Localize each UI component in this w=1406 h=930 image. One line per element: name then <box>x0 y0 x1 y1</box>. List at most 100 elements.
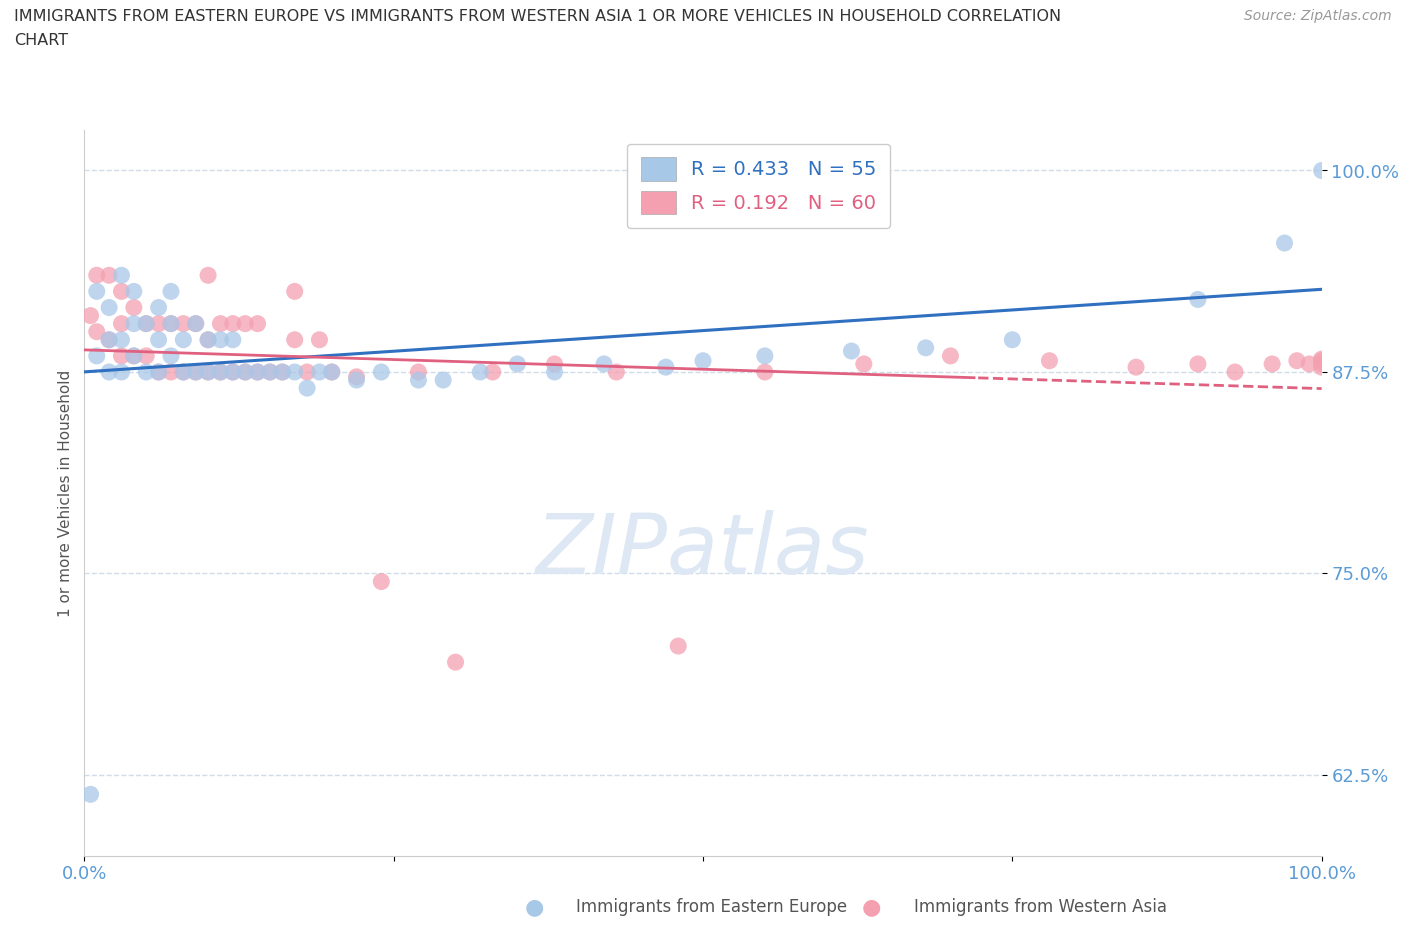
Point <box>259 365 281 379</box>
Point <box>122 284 145 299</box>
Point <box>543 365 565 379</box>
Point <box>259 365 281 379</box>
Text: ●: ● <box>524 897 544 917</box>
Text: Immigrants from Eastern Europe: Immigrants from Eastern Europe <box>576 897 848 916</box>
Point <box>148 365 170 379</box>
Point <box>110 268 132 283</box>
Point <box>1310 360 1333 375</box>
Point <box>209 316 232 331</box>
Point <box>110 316 132 331</box>
Point <box>184 365 207 379</box>
Point <box>197 268 219 283</box>
Point <box>1310 163 1333 178</box>
Point <box>110 332 132 347</box>
Point <box>1187 356 1209 371</box>
Point <box>295 365 318 379</box>
Point <box>197 365 219 379</box>
Point <box>233 365 256 379</box>
Point <box>184 316 207 331</box>
Point <box>86 349 108 364</box>
Point <box>246 316 269 331</box>
Point <box>86 325 108 339</box>
Point <box>222 365 245 379</box>
Point <box>86 268 108 283</box>
Point <box>284 332 307 347</box>
Point <box>754 349 776 364</box>
Point <box>308 365 330 379</box>
Point <box>1001 332 1024 347</box>
Point <box>1038 353 1060 368</box>
Point <box>79 308 101 323</box>
Point <box>841 343 863 358</box>
Point <box>172 316 194 331</box>
Point <box>135 316 157 331</box>
Point <box>432 373 454 388</box>
Point <box>543 356 565 371</box>
Y-axis label: 1 or more Vehicles in Household: 1 or more Vehicles in Household <box>58 369 73 617</box>
Point <box>1274 235 1296 250</box>
Point <box>284 284 307 299</box>
Point <box>160 316 183 331</box>
Point <box>246 365 269 379</box>
Point <box>98 332 121 347</box>
Point <box>593 356 616 371</box>
Point <box>98 332 121 347</box>
Text: Source: ZipAtlas.com: Source: ZipAtlas.com <box>1244 9 1392 23</box>
Point <box>506 356 529 371</box>
Point <box>184 316 207 331</box>
Point <box>271 365 294 379</box>
Point <box>148 365 170 379</box>
Point <box>122 349 145 364</box>
Point <box>1285 353 1308 368</box>
Point <box>122 349 145 364</box>
Point <box>754 365 776 379</box>
Point <box>1298 356 1320 371</box>
Point <box>346 373 368 388</box>
Point <box>160 349 183 364</box>
Point <box>295 380 318 395</box>
Point <box>271 365 294 379</box>
Point <box>222 316 245 331</box>
Point <box>1223 365 1246 379</box>
Point <box>470 365 492 379</box>
Point <box>605 365 627 379</box>
Point <box>98 300 121 315</box>
Point <box>1310 353 1333 368</box>
Point <box>1310 356 1333 371</box>
Point <box>86 284 108 299</box>
Point <box>1187 292 1209 307</box>
Point <box>246 365 269 379</box>
Point <box>233 365 256 379</box>
Point <box>110 284 132 299</box>
Text: ZIPatlas: ZIPatlas <box>536 511 870 591</box>
Point <box>172 332 194 347</box>
Point <box>444 655 467 670</box>
Point <box>160 316 183 331</box>
Point <box>655 360 678 375</box>
Point <box>914 340 936 355</box>
Point <box>408 373 430 388</box>
Point <box>233 316 256 331</box>
Point <box>184 365 207 379</box>
Point <box>197 365 219 379</box>
Point <box>98 365 121 379</box>
Text: ●: ● <box>862 897 882 917</box>
Point <box>160 365 183 379</box>
Point <box>122 316 145 331</box>
Point <box>172 365 194 379</box>
Point <box>284 365 307 379</box>
Point <box>1310 352 1333 366</box>
Point <box>197 332 219 347</box>
Text: Immigrants from Western Asia: Immigrants from Western Asia <box>914 897 1167 916</box>
Point <box>148 332 170 347</box>
Point <box>222 365 245 379</box>
Point <box>481 365 503 379</box>
Point <box>79 787 101 802</box>
Text: CHART: CHART <box>14 33 67 47</box>
Point <box>408 365 430 379</box>
Point <box>148 300 170 315</box>
Point <box>160 284 183 299</box>
Point <box>122 300 145 315</box>
Point <box>308 332 330 347</box>
Point <box>321 365 343 379</box>
